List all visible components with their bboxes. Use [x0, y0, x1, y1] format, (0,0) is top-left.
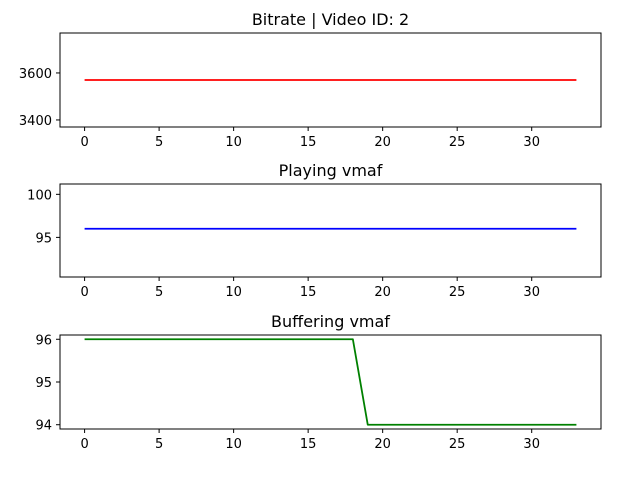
x-tick-label: 30	[523, 437, 540, 452]
x-tick-label: 5	[155, 285, 163, 300]
x-tick-label: 10	[225, 285, 242, 300]
x-tick-label: 30	[523, 135, 540, 150]
x-tick-label: 5	[155, 437, 163, 452]
x-tick-label: 25	[449, 437, 466, 452]
x-tick-label: 5	[155, 135, 163, 150]
x-tick-label: 10	[225, 135, 242, 150]
y-tick-label: 95	[35, 231, 52, 246]
axes-frame	[59, 183, 602, 278]
x-tick-label: 0	[80, 437, 88, 452]
subplot-1: Bitrate | Video ID: 2 0 5 10 15 20 25 30 3400 360…	[19, 10, 602, 150]
x-tick-label: 20	[374, 437, 391, 452]
axes-frame	[59, 32, 602, 128]
subplot-title: Playing vmaf	[279, 161, 383, 180]
y-tick-label: 100	[27, 188, 52, 203]
series-line	[84, 338, 577, 426]
subplot-title: Bitrate | Video ID: 2	[252, 10, 409, 29]
x-tick-label: 0	[80, 135, 88, 150]
y-tick-label: 95	[35, 376, 52, 391]
subplot-2: Playing vmaf 0 5 10 15 20 25 30 95 100	[27, 161, 602, 300]
x-tick-label: 0	[80, 285, 88, 300]
y-tick-label: 94	[35, 419, 52, 434]
x-tick-label: 30	[523, 285, 540, 300]
subplot-title: Buffering vmaf	[271, 312, 390, 331]
subplot-3: Buffering vmaf 0 5 10 15 20 25 30 94 95 96	[35, 312, 602, 452]
x-tick-label: 15	[300, 135, 317, 150]
x-tick-label: 20	[374, 285, 391, 300]
x-tick-label: 20	[374, 135, 391, 150]
x-tick-label: 10	[225, 437, 242, 452]
y-tick-label: 3400	[19, 114, 52, 129]
y-tick-label: 3600	[19, 67, 52, 82]
x-tick-label: 15	[300, 437, 317, 452]
x-tick-label: 15	[300, 285, 317, 300]
x-tick-label: 25	[449, 135, 466, 150]
y-tick-label: 96	[35, 333, 52, 348]
x-tick-label: 25	[449, 285, 466, 300]
